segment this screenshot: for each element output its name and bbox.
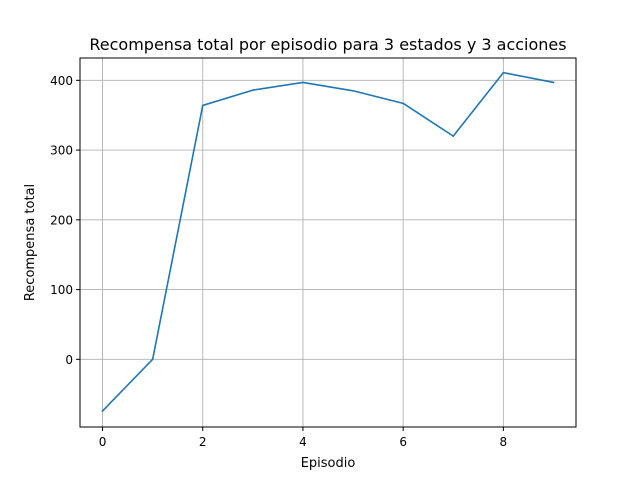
y-tick-label: 400 — [50, 74, 73, 88]
series-layer — [101, 71, 555, 413]
data-point — [151, 358, 154, 361]
data-point — [101, 410, 104, 412]
data-point — [452, 135, 455, 137]
data-point — [402, 102, 404, 105]
y-tick-label: 100 — [50, 283, 73, 297]
data-point — [302, 81, 304, 84]
data-point — [552, 81, 555, 84]
data-point — [252, 89, 254, 91]
data-point — [502, 71, 505, 74]
x-tick-label: 0 — [99, 435, 107, 449]
data-point — [201, 104, 204, 107]
grid — [80, 58, 576, 427]
data-point — [352, 89, 354, 92]
x-tick-label: 6 — [399, 435, 407, 449]
x-tick-label: 8 — [500, 435, 508, 449]
plot-frame — [79, 57, 577, 428]
x-axis-label: Episodio — [301, 456, 356, 471]
chart-title: Recompensa total por episodio para 3 est… — [89, 35, 566, 54]
series-line — [101, 71, 555, 413]
axis-ticks: 0 2 4 6 8 0 100 200 300 400 — [50, 74, 507, 449]
x-tick-label: 2 — [199, 435, 207, 449]
x-tick-label: 4 — [299, 435, 307, 449]
y-tick-label: 0 — [65, 353, 73, 367]
y-tick-label: 300 — [50, 144, 73, 158]
y-tick-label: 200 — [50, 213, 73, 227]
y-axis-label: Recompensa total — [23, 184, 38, 301]
